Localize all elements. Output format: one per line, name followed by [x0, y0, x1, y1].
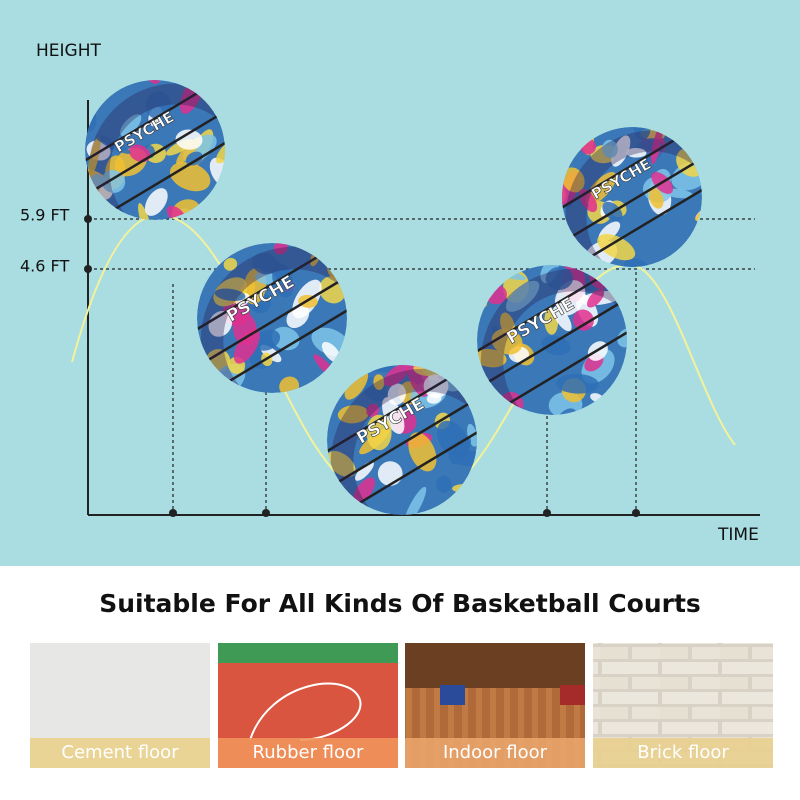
ball-splash: [648, 187, 664, 209]
ball-splash: [146, 80, 160, 84]
ball-splash: [633, 127, 651, 141]
ball-seam: [477, 297, 627, 390]
ball-splash: [255, 271, 277, 285]
ball-splash: [337, 405, 369, 424]
ball-splash: [383, 365, 409, 387]
floor-label: Rubber floor: [253, 742, 365, 763]
ball-splash: [214, 288, 246, 302]
ball-splash: [327, 451, 356, 478]
ball-splash: [223, 257, 238, 271]
floor-label: Cement floor: [61, 742, 179, 763]
height-level: 4.6 FT: [20, 257, 69, 276]
y-axis-label: HEIGHT: [36, 41, 101, 61]
ball-seam: [85, 110, 225, 197]
ball-splash: [436, 475, 452, 493]
ball-splash: [353, 477, 376, 505]
ball-splash: [175, 129, 203, 150]
ball-shade: [565, 130, 702, 267]
ball-splash: [272, 263, 294, 298]
ball-splash: [587, 288, 605, 308]
ball-shade: [480, 268, 627, 415]
ball-splash: [611, 135, 631, 167]
ball-splash: [477, 348, 507, 368]
ball-splash: [311, 327, 347, 357]
ball-splash: [553, 306, 572, 332]
guide-lines: [88, 218, 755, 515]
ball-splash: [602, 139, 618, 159]
floor-label: Brick floor: [637, 742, 729, 763]
ball-splash: [120, 114, 142, 137]
ball-splash: [138, 203, 154, 220]
axis-dots: [84, 215, 640, 517]
ball-splash: [215, 138, 225, 164]
ball-splash: [144, 188, 168, 216]
ball-splash: [556, 373, 599, 394]
ball: [85, 80, 225, 220]
ball-seam: [197, 275, 347, 368]
ball-splash: [233, 328, 260, 364]
ball-splash: [562, 167, 585, 193]
ball-splash: [355, 461, 374, 481]
ball-splash: [545, 266, 574, 290]
ball-splash: [572, 309, 594, 331]
ball-splash: [597, 234, 636, 261]
ball-splash: [344, 369, 369, 400]
ball-splash: [623, 258, 656, 267]
ball-splash: [617, 328, 627, 348]
ball-splash: [88, 135, 101, 177]
floor-label-bands: [30, 738, 773, 768]
ball-shade: [88, 83, 225, 220]
ball-splash: [185, 151, 203, 166]
ball-splash: [128, 144, 151, 163]
ball-shade: [200, 246, 347, 393]
ball-splash: [650, 127, 663, 165]
ball-splash: [625, 148, 647, 158]
height-level: 5.9 FT: [20, 206, 69, 225]
ball-splash: [541, 335, 571, 356]
floor-label: Indoor floor: [443, 742, 548, 763]
ball-splash: [505, 280, 540, 312]
ball-splash: [382, 397, 405, 435]
ball-seam: [562, 157, 702, 244]
ball-splash: [450, 437, 472, 465]
ball-seam: [327, 397, 477, 490]
ball-splash: [403, 486, 427, 515]
ball-shade: [330, 368, 477, 515]
ball-splash: [373, 374, 385, 390]
ball-splash: [251, 252, 279, 275]
x-axis-label: TIME: [717, 525, 759, 545]
ball-splash: [166, 205, 187, 220]
ball-splash: [273, 243, 288, 255]
ball-splash: [366, 403, 380, 418]
ball-splash: [491, 328, 523, 355]
heading: Suitable For All Kinds Of Basketball Cou…: [99, 589, 701, 618]
ball-splash: [254, 329, 281, 351]
